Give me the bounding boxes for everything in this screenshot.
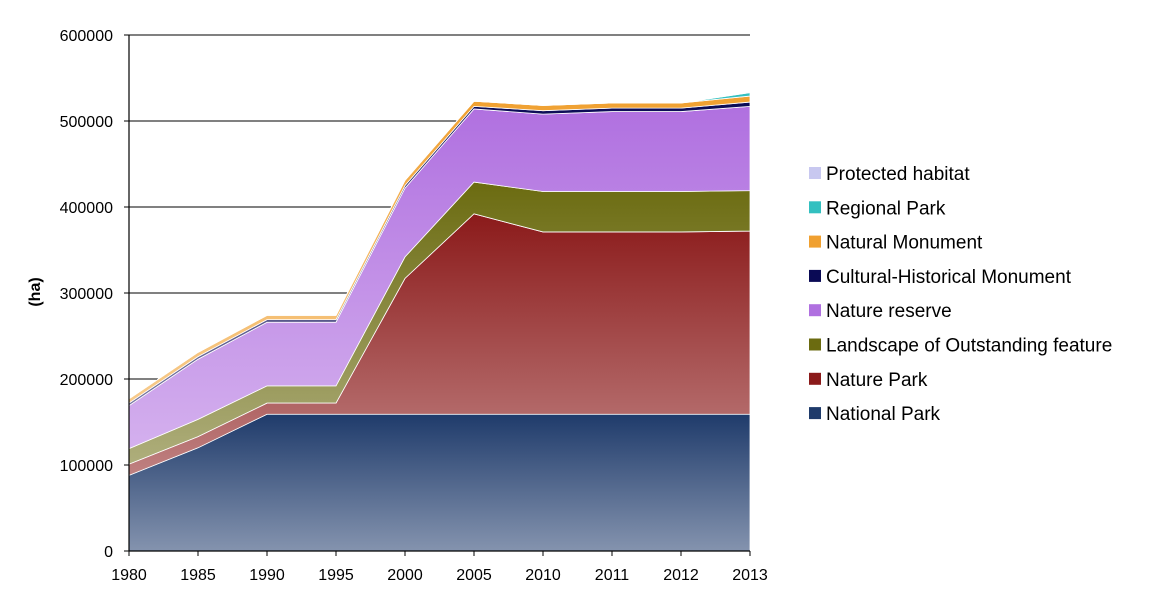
legend-label-protected-habitat: Protected habitat — [826, 164, 970, 185]
area-protected-habitat — [128, 91, 751, 400]
legend-label-landscape-of-outstanding-feature: Landscape of Outstanding feature — [826, 336, 1112, 357]
legend-label-cultural-historical-monument: Cultural-Historical Monument — [826, 267, 1072, 288]
y-tick-label-4: 400000 — [60, 200, 113, 217]
x-tick-label-8: 2012 — [663, 567, 699, 584]
x-tick-label-1: 1985 — [180, 567, 216, 584]
y-axis-label: (ha) — [27, 277, 44, 306]
legend-swatch-natural-monument — [809, 235, 821, 248]
y-tick-labels: 0 100000 200000 300000 400000 500000 600000 — [60, 28, 113, 561]
legend-swatch-nature-park — [809, 372, 821, 385]
legend-swatch-protected-habitat — [809, 167, 821, 179]
x-tick-label-2: 1990 — [249, 567, 285, 584]
y-tick-label-0: 0 — [104, 544, 113, 561]
x-tick-label-6: 2010 — [525, 567, 561, 584]
y-tick-label-2: 200000 — [60, 372, 113, 389]
x-tick-label-5: 2005 — [456, 567, 492, 584]
y-tick-label-6: 600000 — [60, 28, 113, 45]
legend-label-nature-park: Nature Park — [826, 370, 928, 391]
axes — [124, 34, 751, 556]
x-tick-label-7: 2011 — [595, 567, 630, 584]
x-tick-label-3: 1995 — [318, 567, 354, 584]
legend-label-national-park: National Park — [826, 404, 941, 425]
legend-swatch-regional-park — [809, 201, 821, 214]
y-tick-label-3: 300000 — [60, 286, 113, 303]
x-tick-label-0: 1980 — [111, 567, 147, 584]
y-tick-label-5: 500000 — [60, 114, 113, 131]
legend: Protected habitat Regional Park Natural Mo… — [809, 164, 1112, 425]
legend-swatch-cultural-historical-monument — [809, 269, 821, 282]
legend-label-natural-monument: Natural Monument — [826, 233, 983, 254]
x-tick-label-9: 2013 — [732, 567, 768, 584]
x-tick-label-4: 2000 — [387, 567, 423, 584]
legend-swatch-national-park — [809, 407, 821, 420]
legend-swatch-nature-reserve — [809, 304, 821, 317]
legend-label-regional-park: Regional Park — [826, 198, 946, 219]
legend-label-nature-reserve: Nature reserve — [826, 301, 952, 322]
y-tick-label-1: 100000 — [60, 458, 113, 475]
area-series — [128, 91, 751, 552]
x-tick-labels: 1980 1985 1990 1995 2000 2005 2010 2011 2012 2013 — [111, 567, 768, 584]
legend-swatch-landscape-of-outstanding-feature — [809, 338, 821, 351]
